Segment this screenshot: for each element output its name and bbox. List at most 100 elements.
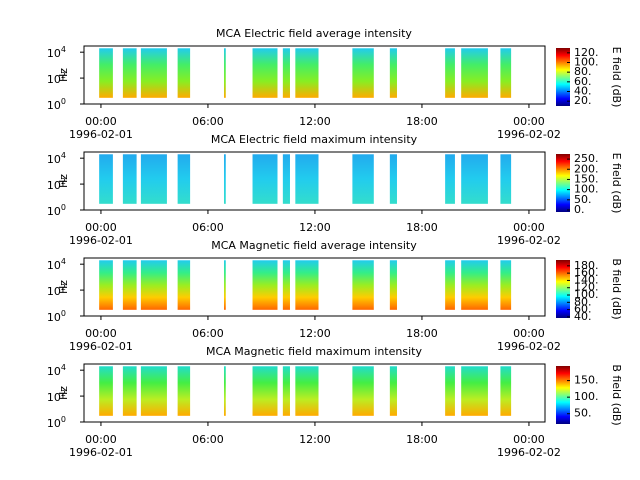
y-tick-label: 100: [47, 203, 66, 219]
colorbar-tick-label: 60.: [574, 303, 592, 316]
x-tick-label: 12:00: [299, 327, 331, 340]
data-segment: [140, 366, 167, 416]
x-tick-label: 00:00: [85, 327, 117, 340]
x-tick-label: 12:00: [299, 115, 331, 128]
x-date-label: 1996-02-01: [69, 234, 133, 247]
y-tick-label: 102: [47, 71, 66, 87]
x-tick-label: 12:00: [299, 433, 331, 446]
panel-title: MCA Electric field average intensity: [216, 27, 412, 40]
x-tick-label: 06:00: [192, 433, 224, 446]
y-tick-exponent: 4: [61, 45, 66, 54]
colorbar-tick-label: 100.: [574, 390, 599, 403]
data-segment: [99, 260, 113, 310]
colorbar-tick-label: 80.: [574, 295, 592, 308]
data-segment: [223, 260, 226, 310]
data-segment: [282, 48, 290, 98]
data-segment: [177, 48, 191, 98]
x-tick-label: 00:00: [513, 221, 545, 234]
colorbar: [556, 366, 570, 424]
data-segment: [122, 48, 137, 98]
colorbar: [556, 154, 570, 212]
data-segment: [500, 154, 512, 204]
y-tick-exponent: 4: [61, 151, 66, 160]
data-segment: [223, 48, 226, 98]
colorbar-tick-label: 80.: [574, 65, 592, 78]
y-tick-label: 104: [47, 257, 66, 273]
data-segment: [352, 48, 374, 98]
x-tick-label: 00:00: [85, 115, 117, 128]
data-segment: [295, 154, 319, 204]
colorbar-tick-label: 60.: [574, 75, 592, 88]
data-segment: [389, 260, 397, 310]
data-segment: [177, 366, 191, 416]
x-tick-label: 18:00: [406, 221, 438, 234]
data-segment: [223, 154, 226, 204]
colorbar-tick-label: 40.: [574, 85, 592, 98]
x-tick-label: 12:00: [299, 221, 331, 234]
y-tick-exponent: 2: [61, 177, 66, 186]
colorbar-tick-label: 100.: [574, 288, 599, 301]
colorbar-tick-label: 0.: [574, 203, 585, 216]
data-segment: [500, 48, 512, 98]
x-date-label: 1996-02-01: [69, 446, 133, 459]
y-tick-exponent: 4: [61, 257, 66, 266]
data-segment: [99, 366, 113, 416]
y-tick-base: 10: [47, 259, 61, 272]
y-tick-label: 100: [47, 97, 66, 113]
data-segment: [445, 366, 455, 416]
panel-title: MCA Magnetic field average intensity: [211, 239, 417, 252]
data-segment: [177, 260, 191, 310]
data-segment: [122, 260, 137, 310]
y-tick-exponent: 0: [61, 309, 66, 318]
colorbar-tick-label: 50.: [574, 193, 592, 206]
x-date-label: 1996-02-01: [69, 340, 133, 353]
y-tick-exponent: 2: [61, 71, 66, 80]
colorbar-label: B field (dB): [610, 364, 623, 425]
colorbar-tick-label: 100.: [574, 183, 599, 196]
data-segment: [99, 154, 113, 204]
y-tick-label: 100: [47, 309, 66, 325]
y-axis-label: Hz: [57, 174, 70, 188]
data-segment: [252, 154, 278, 204]
colorbar-tick-label: 160.: [574, 266, 599, 279]
data-segment: [461, 366, 488, 416]
colorbar-label: E field (dB): [610, 47, 623, 108]
data-segment: [223, 366, 226, 416]
y-tick-base: 10: [47, 311, 61, 324]
x-date-label: 1996-02-02: [497, 234, 561, 247]
y-tick-exponent: 2: [61, 283, 66, 292]
colorbar-tick-label: 180.: [574, 259, 599, 272]
data-segment: [252, 48, 278, 98]
data-segment: [295, 366, 319, 416]
data-segment: [445, 260, 455, 310]
data-segment: [122, 366, 137, 416]
colorbar-tick-label: 140.: [574, 273, 599, 286]
data-segment: [99, 48, 113, 98]
x-date-label: 1996-02-02: [497, 128, 561, 141]
colorbar-tick-label: 40.: [574, 310, 592, 323]
x-tick-label: 06:00: [192, 221, 224, 234]
data-segment: [282, 154, 290, 204]
y-axis-label: Hz: [57, 280, 70, 294]
data-segment: [295, 260, 319, 310]
y-tick-label: 104: [47, 45, 66, 61]
x-tick-label: 06:00: [192, 115, 224, 128]
y-tick-base: 10: [47, 47, 61, 60]
x-tick-label: 00:00: [513, 327, 545, 340]
data-segment: [461, 260, 488, 310]
colorbar-tick-label: 150.: [574, 374, 599, 387]
colorbar-tick-label: 200.: [574, 162, 599, 175]
y-axis-label: Hz: [57, 68, 70, 82]
data-segment: [389, 154, 397, 204]
y-tick-label: 102: [47, 389, 66, 405]
data-segment: [389, 48, 397, 98]
x-tick-label: 00:00: [513, 433, 545, 446]
y-tick-label: 100: [47, 415, 66, 431]
data-segment: [352, 260, 374, 310]
y-tick-base: 10: [47, 417, 61, 430]
y-tick-base: 10: [47, 179, 61, 192]
data-segment: [140, 260, 167, 310]
y-tick-base: 10: [47, 285, 61, 298]
data-segment: [140, 154, 167, 204]
